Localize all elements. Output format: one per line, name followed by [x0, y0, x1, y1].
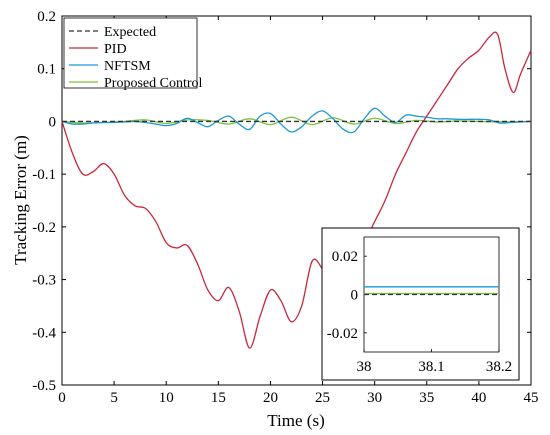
y-tick-label: -0.4: [32, 325, 56, 341]
x-tick-label: 45: [524, 390, 539, 406]
y-tick-label: -0.1: [32, 167, 56, 183]
inset-x-tick-label: 38: [357, 359, 372, 375]
inset-y-tick-label: 0.02: [332, 249, 358, 265]
y-tick-label: 0: [49, 114, 57, 130]
y-tick-label: 0.1: [37, 62, 56, 78]
legend-box: [63, 17, 198, 89]
inset-ticks: 38 38.1 38.2 0.02 0 -0.02: [327, 249, 512, 375]
series-line-pid: [61, 31, 532, 349]
y-axis-ticks: 0.2 0.1 0 -0.1 -0.2 -0.3 -0.4 -0.5: [32, 9, 531, 394]
x-tick-label: 0: [58, 390, 66, 406]
series-layer: [61, 31, 532, 349]
y-tick-label: -0.3: [32, 273, 56, 289]
legend-label: Expected: [104, 25, 156, 40]
inset-y-tick-label: 0: [351, 288, 359, 304]
x-tick-label: 20: [263, 390, 278, 406]
legend: Expected PID NFTSM Proposed Control: [63, 17, 203, 91]
inset-y-tick-label: -0.02: [327, 326, 358, 342]
legend-label: Proposed Control: [104, 76, 203, 91]
x-tick-label: 40: [471, 390, 486, 406]
inset-x-tick-label: 38.1: [418, 359, 444, 375]
x-axis-title: Time (s): [267, 411, 324, 430]
x-axis-ticks: 0 5 10 15 20 25 30 35 40 45: [58, 16, 539, 406]
y-tick-label: -0.2: [32, 220, 56, 236]
legend-label: NFTSM: [104, 59, 151, 74]
y-axis-title: Tracking Error (m): [11, 135, 30, 265]
y-tick-label: 0.2: [37, 9, 56, 25]
x-tick-label: 25: [315, 390, 330, 406]
series-line-proposed-control: [61, 116, 532, 126]
inset-zoom-plot: 38 38.1 38.2 0.02 0 -0.02: [321, 227, 520, 381]
x-tick-label: 15: [211, 390, 226, 406]
inset-series-layer: [364, 286, 499, 296]
x-tick-label: 5: [110, 390, 118, 406]
series-line-nftsm: [61, 107, 532, 134]
inset-x-tick-label: 38.2: [486, 359, 512, 375]
x-tick-label: 10: [159, 390, 174, 406]
x-tick-label: 30: [367, 390, 382, 406]
y-tick-label: -0.5: [32, 378, 56, 394]
legend-label: PID: [104, 42, 127, 57]
x-tick-label: 35: [419, 390, 434, 406]
